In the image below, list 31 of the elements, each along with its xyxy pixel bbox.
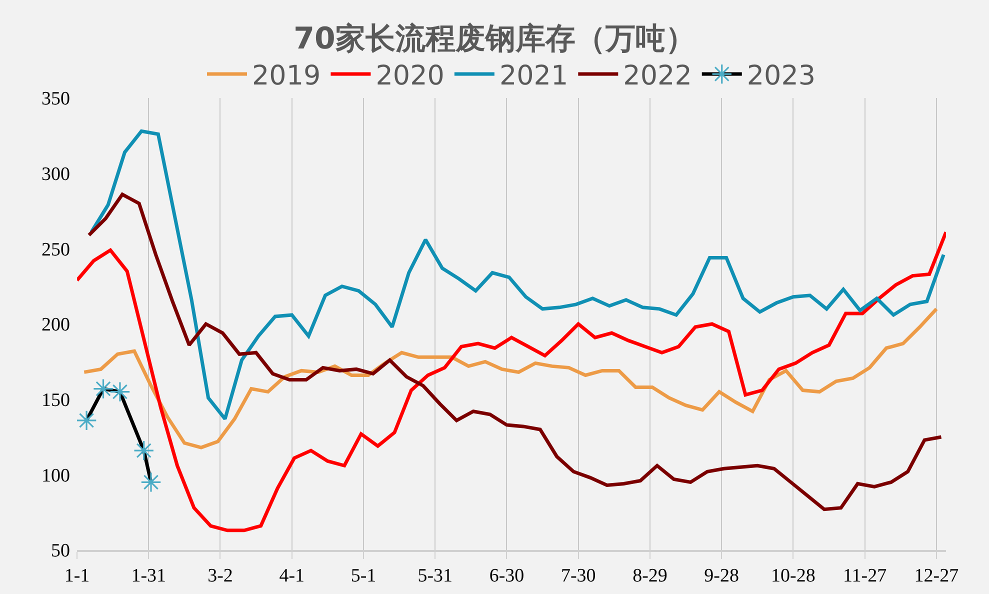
point [92, 378, 114, 400]
legend-label: 2021 [499, 60, 568, 92]
x-tick-label: 5-1 [350, 566, 376, 587]
y-tick-label: 150 [42, 390, 70, 411]
chart-title: 70家长流程废钢库存（万吨） [294, 22, 696, 56]
point [133, 440, 154, 461]
point [140, 472, 162, 493]
legend-label: 2022 [623, 60, 692, 92]
point [77, 410, 97, 431]
x-tick-label: 3-2 [208, 566, 233, 587]
x-tick-label: 4-1 [279, 566, 305, 587]
x-tick-label: 12-27 [914, 566, 959, 587]
x-tick-label: 8-29 [632, 566, 668, 587]
x-tick-label: 7-30 [560, 566, 596, 587]
y-tick-label: 350 [42, 88, 70, 110]
x-tick-label: 11-27 [843, 566, 887, 587]
y-tick-label: 250 [42, 239, 70, 260]
point [110, 381, 130, 402]
x-tick-label: 9-28 [704, 566, 740, 587]
x-tick-label: 5-31 [418, 566, 453, 587]
y-tick-label: 100 [42, 465, 70, 486]
y-tick-label: 200 [42, 314, 70, 336]
x-tick-label: 1-31 [131, 566, 166, 587]
y-tick-label: 50 [51, 540, 70, 562]
x-tick-label: 1-1 [64, 566, 90, 587]
x-tick-label: 10-28 [771, 566, 816, 587]
x-tick-label: 6-30 [489, 566, 524, 587]
y-tick-label: 300 [42, 164, 70, 185]
legend-label: 2023 [746, 60, 816, 92]
legend-label: 2019 [252, 60, 321, 92]
legend-label: 2020 [376, 60, 444, 92]
